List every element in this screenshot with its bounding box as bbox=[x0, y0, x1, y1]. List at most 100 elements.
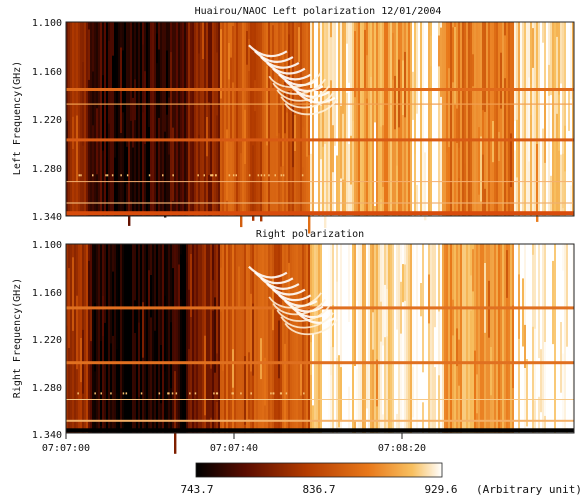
spectrum-streak bbox=[442, 364, 445, 432]
spectrum-column bbox=[248, 244, 251, 433]
spectrum-column bbox=[88, 244, 91, 433]
spectrum-streak bbox=[554, 90, 557, 139]
spectrum-streak bbox=[254, 80, 257, 112]
spectrum-column bbox=[186, 22, 189, 216]
spectrum-column bbox=[172, 22, 175, 216]
spectrum-column bbox=[476, 22, 479, 216]
spectrum-column bbox=[298, 22, 301, 216]
spectrum-column bbox=[482, 244, 485, 433]
spectrum-column bbox=[232, 22, 235, 216]
spike-dot bbox=[248, 174, 251, 177]
spectrum-column bbox=[488, 22, 491, 216]
spectrum-column bbox=[420, 244, 423, 433]
spectrum-column bbox=[368, 22, 371, 216]
spectrum-column bbox=[156, 244, 159, 433]
spectrum-streak bbox=[510, 133, 513, 188]
spectrum-column bbox=[208, 244, 211, 433]
spectrum-column bbox=[406, 22, 409, 216]
top-y-ticks: 1.100 1.160 1.220 1.280 1.340 bbox=[32, 18, 62, 223]
colorbar-unit-label: (Arbitrary unit) bbox=[476, 483, 582, 496]
spectrum-column bbox=[304, 244, 307, 433]
spectrum-column bbox=[284, 244, 287, 433]
fine-structure-stripe bbox=[254, 50, 294, 63]
spectrum-column bbox=[70, 22, 73, 216]
spectrum-streak bbox=[492, 121, 495, 163]
spectrum-streak bbox=[338, 355, 341, 428]
spectrum-column bbox=[184, 22, 187, 216]
spectrum-column bbox=[206, 244, 209, 433]
spectrum-column bbox=[160, 244, 163, 433]
spectrum-streak bbox=[346, 43, 349, 93]
spectrum-streak bbox=[470, 275, 473, 311]
spectrum-streak bbox=[72, 116, 75, 149]
spectrum-column bbox=[268, 244, 271, 433]
spectrum-column bbox=[260, 22, 263, 216]
spectrum-column bbox=[124, 244, 127, 433]
spectrum-column bbox=[546, 244, 549, 433]
spectrum-column bbox=[376, 244, 379, 433]
spectrum-column bbox=[326, 244, 329, 433]
spectrum-streak bbox=[438, 311, 441, 376]
spectrum-streak bbox=[484, 263, 487, 333]
spike-dot bbox=[280, 174, 283, 177]
spectrum-column bbox=[360, 244, 363, 433]
spectrum-column bbox=[436, 22, 439, 216]
spectrum-streak bbox=[216, 52, 219, 116]
spectrum-column bbox=[432, 22, 435, 216]
spectrum-column bbox=[474, 244, 477, 433]
spectrum-column bbox=[138, 22, 141, 216]
spectrum-streak bbox=[206, 117, 209, 157]
left-polarization-features bbox=[66, 44, 574, 216]
spectrum-streak bbox=[318, 28, 321, 91]
spectrum-streak bbox=[536, 143, 539, 222]
spectrum-column bbox=[500, 22, 503, 216]
y-tick-label: 1.340 bbox=[32, 430, 62, 441]
spectrum-column bbox=[128, 244, 131, 433]
spectrum-column bbox=[180, 22, 183, 216]
spectrum-streak bbox=[454, 27, 457, 105]
spectrum-column bbox=[194, 22, 197, 216]
spectrum-column bbox=[318, 244, 321, 433]
spectrum-streak bbox=[272, 276, 275, 331]
fine-structure-stripe bbox=[284, 98, 338, 116]
spectrum-streak bbox=[548, 64, 551, 96]
spike-dot bbox=[94, 392, 96, 395]
spectrum-column bbox=[506, 244, 509, 433]
spectrum-column bbox=[442, 244, 445, 433]
spectrum-column bbox=[86, 244, 89, 433]
spectrum-streak bbox=[506, 250, 509, 298]
spectrum-streak bbox=[156, 33, 159, 64]
spectrum-column bbox=[410, 244, 413, 433]
spectrum-column bbox=[292, 244, 295, 433]
spectrum-column bbox=[360, 22, 363, 216]
spectrum-streak bbox=[252, 145, 255, 221]
spectrum-column bbox=[378, 244, 381, 433]
spectrum-column bbox=[174, 22, 177, 216]
spectrum-column bbox=[288, 244, 291, 433]
spectrum-column bbox=[442, 22, 445, 216]
spectrum-column bbox=[452, 244, 455, 433]
spectrum-streak bbox=[382, 125, 385, 187]
spectrum-column bbox=[330, 244, 333, 433]
spike-dot bbox=[197, 174, 199, 177]
spectrum-streak bbox=[186, 141, 189, 213]
spectrum-streak bbox=[480, 136, 483, 202]
spectrum-streak bbox=[284, 343, 287, 429]
spectrum-column bbox=[500, 244, 503, 433]
spectrum-column bbox=[454, 22, 457, 216]
spectrum-streak bbox=[356, 300, 359, 370]
spectrum-column bbox=[404, 22, 407, 216]
spectrum-column bbox=[402, 22, 405, 216]
spectrum-column bbox=[108, 244, 111, 433]
right-polarization-heatmap bbox=[66, 244, 575, 454]
spectrum-column bbox=[88, 22, 91, 216]
spectrum-streak bbox=[116, 349, 119, 394]
spike-dot bbox=[172, 174, 174, 177]
spectrum-column bbox=[334, 22, 337, 216]
spectrum-streak bbox=[142, 44, 145, 113]
spectrum-streak bbox=[558, 94, 561, 151]
spectrum-column bbox=[270, 22, 273, 216]
spectrum-column bbox=[314, 244, 317, 433]
spectrum-column bbox=[490, 22, 493, 216]
spectrum-column bbox=[296, 22, 299, 216]
